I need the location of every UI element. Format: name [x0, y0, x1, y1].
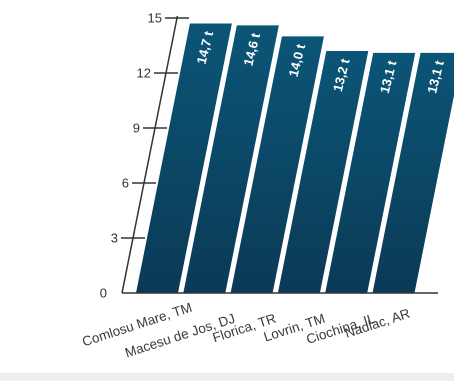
axes-layer [121, 15, 438, 294]
y-tick-label: 6 [122, 176, 129, 191]
y-tick-label: 0 [100, 286, 107, 301]
bar [230, 36, 324, 293]
y-tick-label: 9 [133, 121, 140, 136]
bars-layer [136, 23, 454, 294]
bar [372, 52, 454, 293]
category-label: Nadlac, AR [343, 306, 412, 341]
bar [277, 51, 369, 293]
y-tick-label: 15 [148, 11, 162, 26]
footer-band [0, 373, 454, 381]
bar [136, 23, 232, 293]
y-axis-line [121, 15, 179, 294]
bar [183, 25, 279, 293]
y-tick-label: 3 [111, 231, 118, 246]
bar [325, 52, 416, 294]
y-tick-label: 12 [137, 66, 151, 81]
